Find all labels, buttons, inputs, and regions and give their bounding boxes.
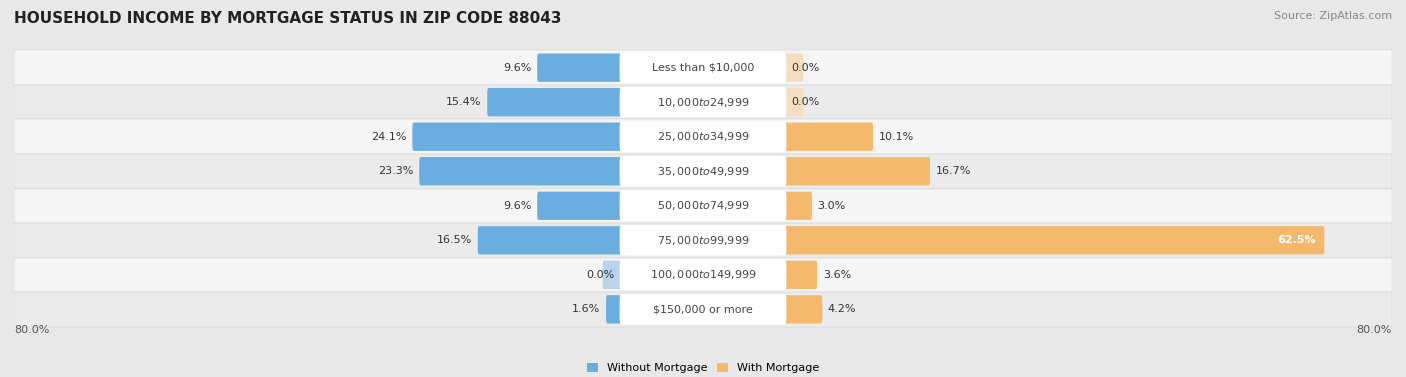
FancyBboxPatch shape	[620, 190, 786, 221]
FancyBboxPatch shape	[14, 85, 1392, 120]
Text: $10,000 to $24,999: $10,000 to $24,999	[657, 96, 749, 109]
Text: Less than $10,000: Less than $10,000	[652, 63, 754, 73]
FancyBboxPatch shape	[783, 123, 873, 151]
FancyBboxPatch shape	[620, 121, 786, 152]
FancyBboxPatch shape	[620, 260, 786, 290]
Text: $35,000 to $49,999: $35,000 to $49,999	[657, 165, 749, 178]
Text: 15.4%: 15.4%	[446, 97, 482, 107]
Text: $50,000 to $74,999: $50,000 to $74,999	[657, 199, 749, 212]
FancyBboxPatch shape	[783, 88, 803, 116]
FancyBboxPatch shape	[537, 192, 623, 220]
FancyBboxPatch shape	[620, 52, 786, 83]
FancyBboxPatch shape	[14, 154, 1392, 188]
FancyBboxPatch shape	[783, 54, 803, 82]
Text: $25,000 to $34,999: $25,000 to $34,999	[657, 130, 749, 143]
FancyBboxPatch shape	[488, 88, 623, 116]
Text: 24.1%: 24.1%	[371, 132, 406, 142]
FancyBboxPatch shape	[14, 223, 1392, 257]
FancyBboxPatch shape	[620, 156, 786, 187]
Text: 9.6%: 9.6%	[503, 63, 531, 73]
FancyBboxPatch shape	[14, 257, 1392, 292]
Text: 1.6%: 1.6%	[572, 304, 600, 314]
FancyBboxPatch shape	[14, 120, 1392, 154]
FancyBboxPatch shape	[783, 157, 929, 185]
Text: 16.7%: 16.7%	[935, 166, 972, 176]
Text: 23.3%: 23.3%	[378, 166, 413, 176]
Text: 80.0%: 80.0%	[1357, 325, 1392, 335]
Text: $75,000 to $99,999: $75,000 to $99,999	[657, 234, 749, 247]
FancyBboxPatch shape	[783, 261, 817, 289]
FancyBboxPatch shape	[783, 295, 823, 323]
Legend: Without Mortgage, With Mortgage: Without Mortgage, With Mortgage	[582, 359, 824, 377]
Text: 9.6%: 9.6%	[503, 201, 531, 211]
Text: 0.0%: 0.0%	[586, 270, 614, 280]
Text: 3.6%: 3.6%	[823, 270, 851, 280]
Text: 4.2%: 4.2%	[828, 304, 856, 314]
Text: $150,000 or more: $150,000 or more	[654, 304, 752, 314]
Text: 16.5%: 16.5%	[437, 235, 472, 245]
FancyBboxPatch shape	[783, 226, 1324, 254]
Text: 10.1%: 10.1%	[879, 132, 914, 142]
FancyBboxPatch shape	[537, 54, 623, 82]
FancyBboxPatch shape	[603, 261, 623, 289]
FancyBboxPatch shape	[478, 226, 623, 254]
Text: 62.5%: 62.5%	[1278, 235, 1316, 245]
Text: HOUSEHOLD INCOME BY MORTGAGE STATUS IN ZIP CODE 88043: HOUSEHOLD INCOME BY MORTGAGE STATUS IN Z…	[14, 11, 561, 26]
Text: 80.0%: 80.0%	[14, 325, 49, 335]
FancyBboxPatch shape	[419, 157, 623, 185]
Text: Source: ZipAtlas.com: Source: ZipAtlas.com	[1274, 11, 1392, 21]
Text: $100,000 to $149,999: $100,000 to $149,999	[650, 268, 756, 281]
FancyBboxPatch shape	[606, 295, 623, 323]
FancyBboxPatch shape	[14, 292, 1392, 326]
FancyBboxPatch shape	[620, 87, 786, 117]
FancyBboxPatch shape	[620, 294, 786, 325]
Text: 3.0%: 3.0%	[817, 201, 846, 211]
FancyBboxPatch shape	[14, 51, 1392, 85]
FancyBboxPatch shape	[14, 188, 1392, 223]
FancyBboxPatch shape	[412, 123, 623, 151]
Text: 0.0%: 0.0%	[792, 97, 820, 107]
FancyBboxPatch shape	[783, 192, 811, 220]
Text: 0.0%: 0.0%	[792, 63, 820, 73]
FancyBboxPatch shape	[620, 225, 786, 256]
